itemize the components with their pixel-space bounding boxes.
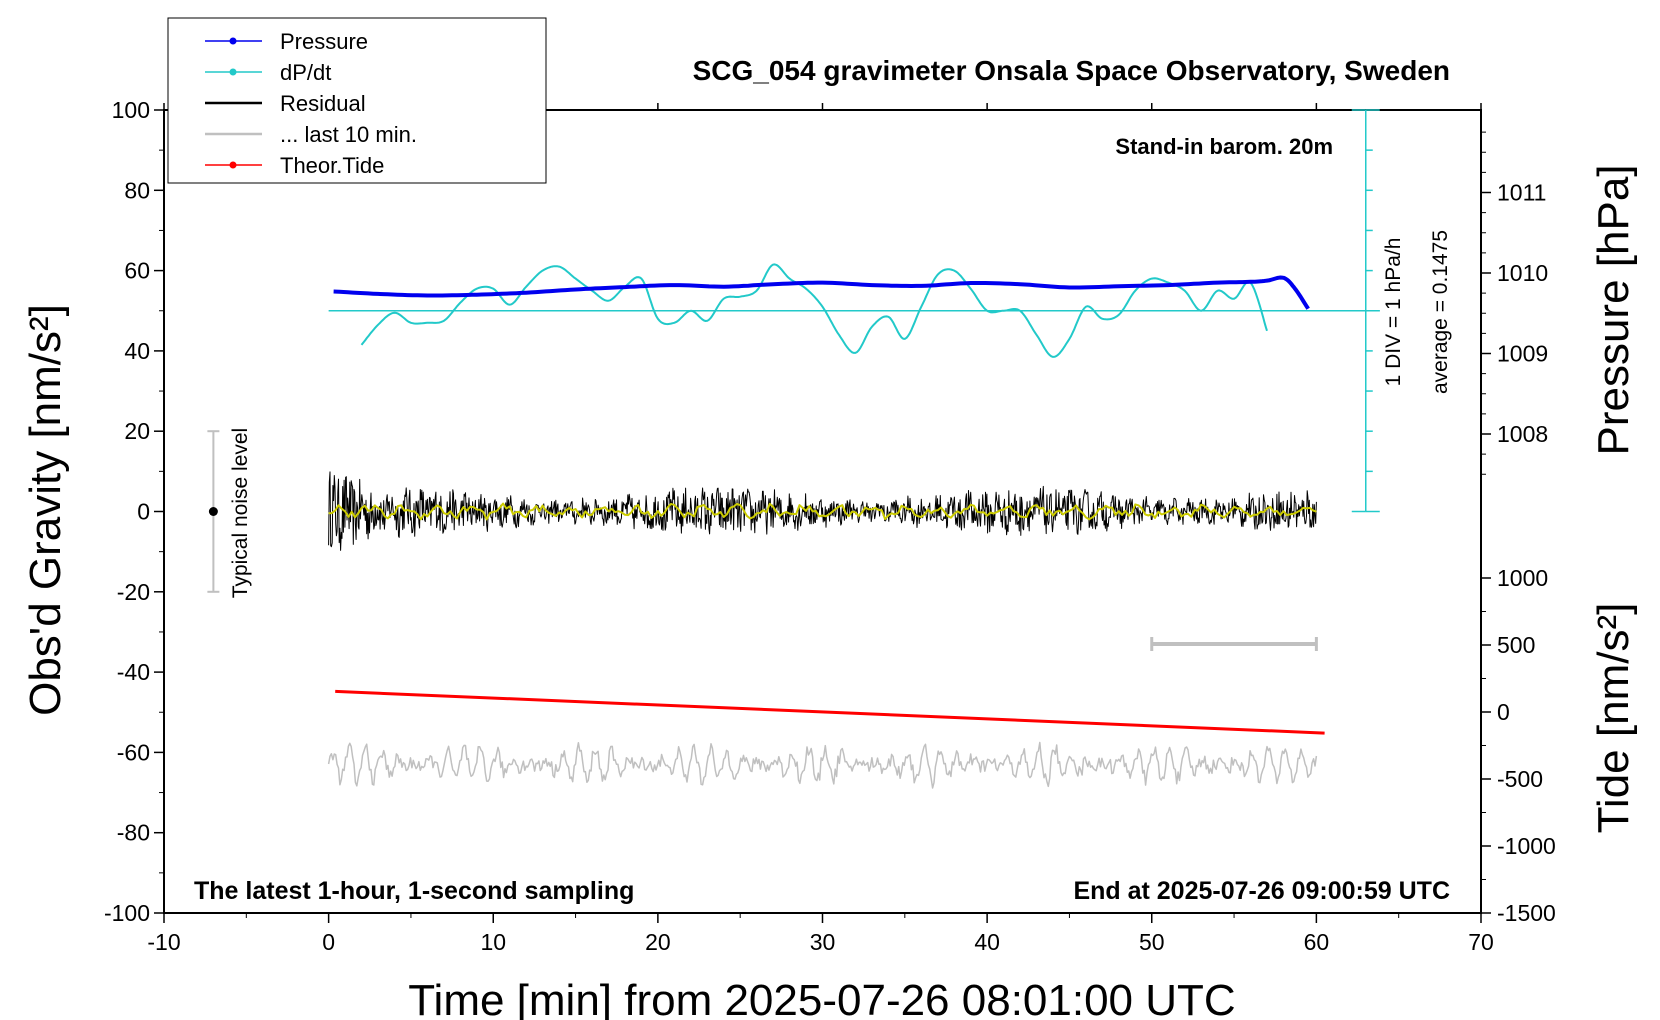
last-10-min-line xyxy=(327,741,1318,789)
pressure-tick-label: 1008 xyxy=(1497,421,1548,447)
y-axis-tide: -1500 -1000 -500 0 500 1000 xyxy=(1481,565,1556,926)
series-layer xyxy=(327,263,1325,789)
tide-tick-label: 0 xyxy=(1497,699,1510,725)
legend-entry: ... last 10 min. xyxy=(280,122,417,147)
x-tick-label: 50 xyxy=(1139,929,1165,955)
y-axis-left: -100 -80 -60 -40 -20 0 20 40 60 80 100 xyxy=(104,97,164,926)
y-tick-label: -60 xyxy=(117,739,150,765)
dpdt-scale xyxy=(328,109,1380,513)
y-tick-label: -20 xyxy=(117,579,150,605)
legend-entry: Residual xyxy=(280,91,366,116)
tide-tick-label: -1500 xyxy=(1497,900,1556,926)
legend: Pressure dP/dt Residual ... last 10 min. The… xyxy=(167,17,547,184)
dpdt-line xyxy=(360,263,1268,358)
legend-swatch-dot xyxy=(229,68,237,76)
y-tick-label: -40 xyxy=(117,659,150,685)
y-tick-label: 80 xyxy=(124,177,150,203)
noise-label: Typical noise level xyxy=(229,428,252,598)
legend-swatch-dot xyxy=(229,37,237,45)
y-tick-label: 100 xyxy=(112,97,150,123)
x-tick-label: -10 xyxy=(147,929,180,955)
legend-swatch-dot xyxy=(229,161,237,169)
x-tick-label: 20 xyxy=(645,929,671,955)
dpdt-average-label: average = 0.1475 xyxy=(1429,230,1452,394)
y-axis-tide-label: Tide [nm/s²] xyxy=(1589,603,1638,834)
tide-tick-label: 500 xyxy=(1497,632,1535,658)
x-axis-label: Time [min] from 2025-07-26 08:01:00 UTC xyxy=(408,976,1235,1020)
y-tick-label: 20 xyxy=(124,418,150,444)
y-tick-label: 40 xyxy=(124,338,150,364)
footer-right-note: End at 2025-07-26 09:00:59 UTC xyxy=(1073,877,1450,905)
tide-tick-label: -500 xyxy=(1497,766,1543,792)
y-tick-label: -80 xyxy=(117,820,150,846)
pressure-line xyxy=(333,275,1310,310)
pressure-tick-label: 1009 xyxy=(1497,341,1548,367)
pressure-tick-label: 1011 xyxy=(1497,180,1546,206)
legend-entry: dP/dt xyxy=(280,60,331,85)
tide-tick-label: -1000 xyxy=(1497,833,1556,859)
y-tick-label: 0 xyxy=(137,499,150,525)
x-tick-label: 10 xyxy=(480,929,506,955)
barometer-note: Stand-in barom. 20m xyxy=(1115,134,1333,159)
chart-title: SCG_054 gravimeter Onsala Space Observat… xyxy=(693,55,1450,86)
y-axis-left-label: Obs'd Gravity [nm/s²] xyxy=(21,304,70,716)
x-tick-label: 0 xyxy=(322,929,335,955)
legend-entry: Theor.Tide xyxy=(280,153,384,178)
noise-bar xyxy=(207,430,220,593)
noise-bar-center xyxy=(208,507,218,516)
y-axis-pressure: 1008 1009 1010 1011 xyxy=(1481,131,1548,475)
x-axis: -10 0 10 20 30 40 50 60 70 xyxy=(147,103,1494,955)
x-tick-label: 60 xyxy=(1304,929,1330,955)
residual-smoothed-line xyxy=(328,502,1317,521)
y-axis-pressure-label: Pressure [hPa] xyxy=(1589,164,1638,455)
theor-tide-line xyxy=(335,689,1325,735)
x-tick-label: 30 xyxy=(810,929,836,955)
dpdt-div-label: 1 DIV = 1 hPa/h xyxy=(1382,238,1405,387)
legend-entry: Pressure xyxy=(280,29,368,54)
y-tick-label: 60 xyxy=(124,258,150,284)
y-tick-label: -100 xyxy=(104,900,150,926)
x-tick-label: 40 xyxy=(974,929,1000,955)
residual-line xyxy=(328,471,1317,551)
tide-tick-label: 1000 xyxy=(1497,565,1548,591)
footer-left-note: The latest 1-hour, 1-second sampling xyxy=(194,877,634,905)
x-tick-label: 70 xyxy=(1468,929,1494,955)
legend-box xyxy=(167,17,547,184)
pressure-tick-label: 1010 xyxy=(1497,260,1548,286)
